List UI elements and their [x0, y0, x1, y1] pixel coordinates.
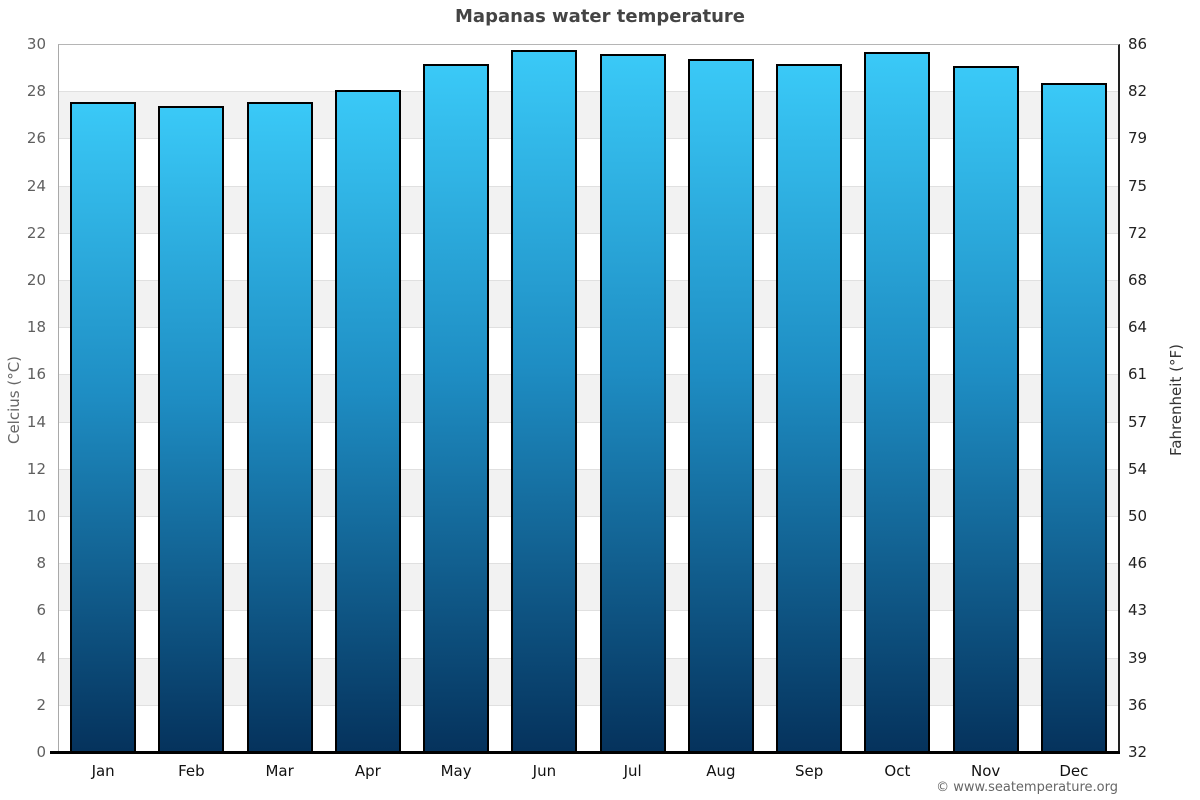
- bar-nov: [952, 66, 1019, 753]
- x-tick-label: Feb: [178, 762, 205, 780]
- grid-band: [59, 375, 1118, 423]
- gridline: [59, 232, 1118, 234]
- bar-jul: [599, 54, 666, 753]
- grid-band: [59, 139, 1118, 187]
- celsius-tick-label: 26: [26, 129, 46, 148]
- y-axis-label-celsius: Celcius (°C): [5, 355, 23, 445]
- x-tick-label: Jul: [623, 762, 642, 780]
- fahrenheit-tick-label: 82: [1128, 82, 1148, 101]
- celsius-tick-label: 28: [26, 82, 46, 101]
- celsius-tick-label: 8: [36, 554, 46, 573]
- grid-band: [59, 469, 1118, 517]
- bar-may: [423, 63, 490, 753]
- fahrenheit-tick-label: 57: [1128, 412, 1148, 431]
- gridline: [59, 138, 1118, 140]
- fahrenheit-tick-label: 46: [1128, 554, 1148, 573]
- grid-band: [59, 564, 1118, 612]
- x-tick-label: Apr: [354, 762, 381, 780]
- x-tick-label: Oct: [884, 762, 911, 780]
- fahrenheit-tick-label: 61: [1128, 365, 1148, 384]
- grid-band: [59, 422, 1118, 470]
- celsius-tick-label: 10: [26, 507, 46, 525]
- x-tick-label: Jan: [91, 762, 115, 780]
- fahrenheit-tick-label: 39: [1128, 648, 1148, 667]
- copyright-link[interactable]: © www.seatemperature.org: [936, 780, 1118, 795]
- x-tick-label: Jun: [532, 762, 557, 780]
- fahrenheit-tick-label: 32: [1128, 743, 1148, 761]
- fahrenheit-tick-label: 54: [1128, 459, 1148, 478]
- fahrenheit-tick-label: 79: [1128, 129, 1148, 148]
- fahrenheit-tick-label: 75: [1128, 176, 1148, 195]
- bar-apr: [334, 89, 401, 753]
- gridline: [59, 468, 1118, 470]
- bar-mar: [246, 101, 313, 753]
- celsius-tick-label: 18: [26, 318, 46, 337]
- bar-oct: [864, 52, 931, 753]
- bar-feb: [158, 106, 225, 753]
- fahrenheit-tick-label: 68: [1128, 271, 1148, 289]
- gridline: [59, 279, 1118, 281]
- gridline: [59, 657, 1118, 659]
- gridline: [59, 327, 1118, 329]
- x-tick-label: Nov: [970, 762, 1001, 780]
- grid-band: [59, 658, 1118, 706]
- bar-jun: [511, 49, 578, 753]
- bar-jan: [70, 101, 137, 753]
- celsius-tick-label: 30: [26, 35, 46, 53]
- celsius-tick-label: 2: [36, 695, 46, 714]
- celsius-tick-label: 4: [36, 648, 46, 667]
- fahrenheit-tick-label: 36: [1128, 695, 1148, 714]
- gridline: [59, 374, 1118, 376]
- gridline: [59, 91, 1118, 93]
- grid-band: [59, 186, 1118, 234]
- grid-band: [59, 281, 1118, 329]
- fahrenheit-tick-label: 43: [1128, 601, 1148, 620]
- chart-title: Mapanas water temperature: [455, 6, 745, 27]
- grid-band: [59, 233, 1118, 281]
- grid-band: [59, 328, 1118, 376]
- bar-aug: [687, 59, 754, 753]
- gridline: [59, 515, 1118, 517]
- fahrenheit-tick-label: 50: [1128, 507, 1148, 525]
- celsius-tick-label: 6: [36, 601, 46, 620]
- gridline: [59, 421, 1118, 423]
- grid-band: [59, 517, 1118, 565]
- fahrenheit-tick-label: 64: [1128, 318, 1148, 337]
- x-tick-label: Sep: [794, 762, 824, 780]
- gridline: [59, 704, 1118, 706]
- gridline: [59, 610, 1118, 612]
- celsius-tick-label: 0: [36, 743, 46, 761]
- grid-band: [59, 45, 1118, 93]
- gridline: [59, 563, 1118, 565]
- celsius-tick-label: 12: [26, 459, 46, 478]
- x-tick-label: May: [440, 762, 472, 780]
- grid-band: [59, 611, 1118, 659]
- plot-area: [58, 44, 1120, 753]
- bar-sep: [776, 63, 843, 753]
- celsius-tick-label: 24: [26, 176, 46, 195]
- gridline: [59, 185, 1118, 187]
- x-tick-label: Aug: [706, 762, 736, 780]
- celsius-tick-label: 14: [26, 412, 46, 431]
- y-axis-label-fahrenheit: Fahrenheit (°F): [1167, 344, 1185, 456]
- grid-band: [59, 705, 1118, 753]
- celsius-tick-label: 22: [26, 223, 46, 242]
- fahrenheit-tick-label: 72: [1128, 223, 1148, 242]
- celsius-tick-label: 16: [26, 365, 46, 384]
- x-tick-label: Dec: [1059, 762, 1089, 780]
- celsius-tick-label: 20: [26, 271, 46, 289]
- x-tick-label: Mar: [265, 762, 294, 780]
- grid-band: [59, 92, 1118, 140]
- x-axis-line: [50, 751, 1120, 754]
- fahrenheit-tick-label: 86: [1128, 35, 1148, 53]
- bar-dec: [1040, 82, 1107, 753]
